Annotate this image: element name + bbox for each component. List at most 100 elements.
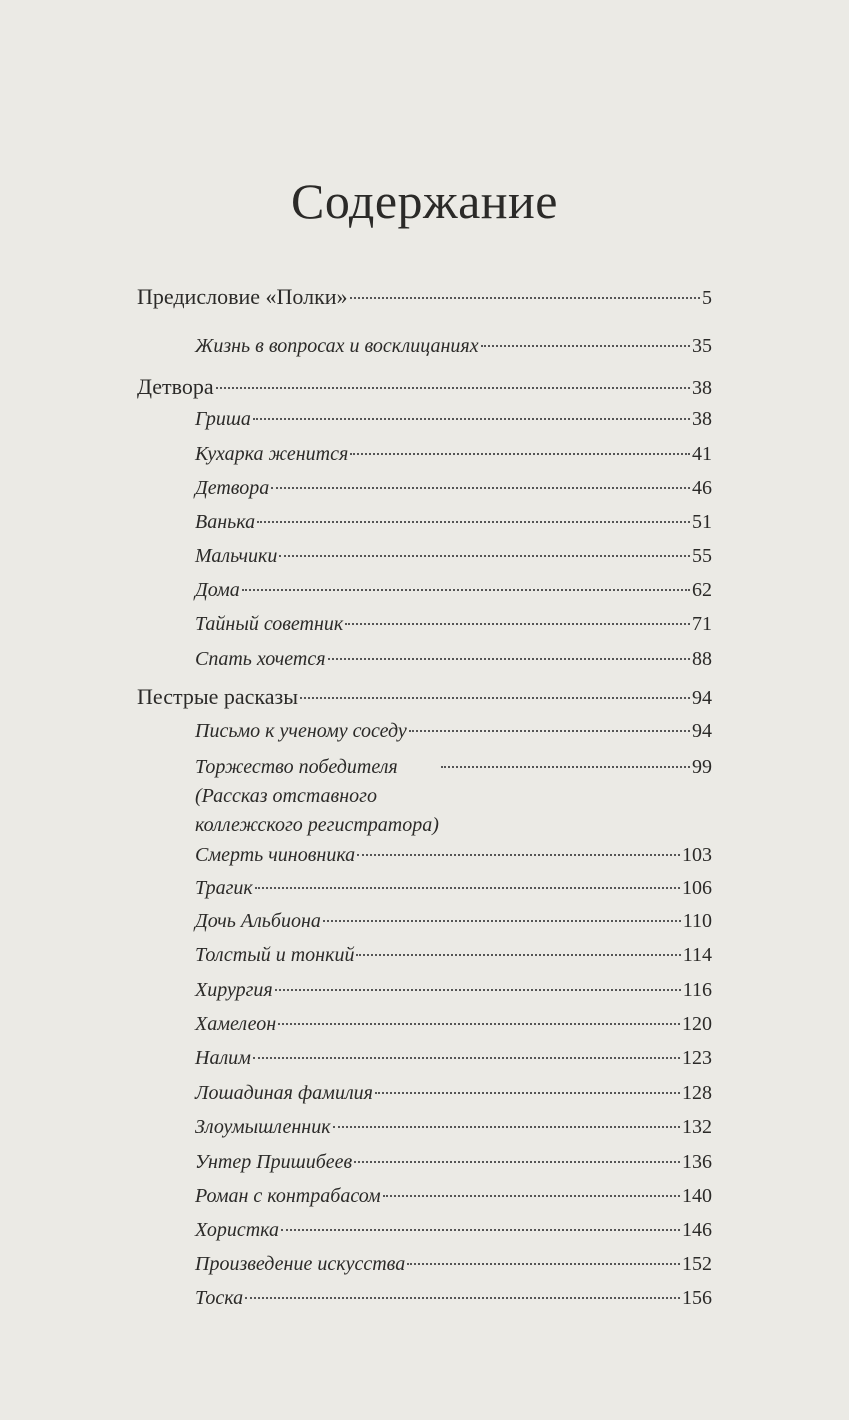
toc-entry-page: 51 [692,511,712,533]
toc-entry: Хамелеон 120 [195,1013,712,1036]
toc-entry-title: Хамелеон [195,1013,277,1035]
toc-entry-page: 152 [682,1253,712,1275]
dot-leader [245,1297,680,1299]
toc-entry-page: 35 [692,335,712,357]
dot-leader [278,1023,680,1025]
toc-entry: Хирургия 116 [195,979,712,1002]
dot-leader [356,954,681,956]
toc-entry: Тоска 156 [195,1287,712,1310]
dot-leader [215,387,690,389]
toc-entry-page: 123 [682,1047,712,1069]
toc-entry: Спать хочется 88 [195,648,712,671]
toc-entry-page: 94 [692,720,712,742]
toc-entry-page: 114 [682,944,712,966]
toc-entry: Ванька 51 [195,511,712,534]
dot-leader [327,658,690,660]
toc-entry-title: Ванька [195,511,256,533]
toc-entry: Лошадиная фамилия 128 [195,1082,712,1105]
toc-entry-title: Детвора [137,374,214,399]
dot-leader [407,1263,680,1265]
toc-entry-page: 5 [702,287,712,309]
dot-leader [345,623,690,625]
toc-entry: Кухарка женится 41 [195,443,712,466]
dot-leader [357,854,680,856]
toc-entry-title: Жизнь в вопросах и восклицаниях [195,335,479,357]
toc-entry-page: 110 [682,910,712,932]
dot-leader [252,418,690,420]
toc-entry-page: 46 [692,477,712,499]
toc-entry-page: 140 [682,1185,712,1207]
toc-entry-title: Злоумышленник [195,1116,331,1138]
toc-entry-title: Хористка [195,1219,279,1241]
toc-entry-title: Кухарка женится [195,443,349,465]
toc-entry-page: 99 [692,756,712,778]
toc-entry-page: 71 [692,613,712,635]
dot-leader [480,345,690,347]
toc-entry-page: 106 [682,877,712,899]
toc-entry-title: Спать хочется [195,648,326,670]
dot-leader [350,453,690,455]
dot-leader [281,1229,680,1231]
toc-entry-title: Лошадиная фамилия [195,1082,373,1104]
toc-entry: Налим 123 [195,1047,712,1070]
toc-entry: Детвора 46 [195,477,712,500]
toc-entry: Пестрые расказы 94 [137,684,712,710]
dot-leader [254,887,680,889]
toc-entry-title: Мальчики [195,545,278,567]
toc-entry-page: 55 [692,545,712,567]
dot-leader [440,766,690,768]
toc-entry-title: Дома [195,579,240,601]
toc-entry: Письмо к ученому соседу 94 [195,720,712,743]
toc-entry-page: 156 [682,1287,712,1309]
dot-leader [274,989,681,991]
toc-entry: Жизнь в вопросах и восклицаниях 35 [195,335,712,358]
toc-entry-page: 132 [682,1116,712,1138]
toc-entry: Дома 62 [195,579,712,602]
toc-entry: Тайный советник 71 [195,613,712,636]
page-title: Содержание [291,173,558,229]
toc-entry: Гриша 38 [195,408,712,431]
toc-entry-page: 41 [692,443,712,465]
toc-entry-title: Торжество победителя (Рассказ отставного… [195,756,439,836]
toc-entry-title: Налим [195,1047,251,1069]
toc-entry-page: 94 [692,687,712,709]
toc-entry-page: 103 [682,844,712,866]
dot-leader [349,297,700,299]
toc-entry-title: Роман с контрабасом [195,1185,381,1207]
toc-entry: Трагик 106 [195,877,712,900]
toc-entry-title: Смерть чиновника [195,844,356,866]
toc-entry: Хористка 146 [195,1219,712,1242]
dot-leader [322,920,681,922]
dot-leader [332,1126,680,1128]
dot-leader [300,697,690,699]
toc-entry: Унтер Пришибеев 136 [195,1151,712,1174]
toc-entry-title: Письмо к ученому соседу [195,720,407,742]
dot-leader [382,1195,680,1197]
toc-entry-page: 62 [692,579,712,601]
toc-entry-page: 38 [692,377,712,399]
toc-entry-title: Гриша [195,408,251,430]
toc-entry: Толстый и тонкий 114 [195,944,712,967]
dot-leader [279,555,690,557]
toc-entry-page: 116 [682,979,712,1001]
toc-entry-title: Унтер Пришибеев [195,1151,353,1173]
toc-entry-title: Хирургия [195,979,273,1001]
toc-entry: Роман с контрабасом 140 [195,1185,712,1208]
dot-leader [374,1092,680,1094]
toc-entry-page: 136 [682,1151,712,1173]
toc-entry: Смерть чиновника 103 [195,844,712,867]
toc-entry-title: Предисловие «Полки» [137,284,348,309]
dot-leader [241,589,690,591]
toc-entry: Произведение искусства 152 [195,1253,712,1276]
toc-entry-title: Трагик [195,877,253,899]
toc-entry-page: 120 [682,1013,712,1035]
dot-leader [271,487,690,489]
toc-entry: Торжество победителя (Рассказ отставного… [195,753,712,840]
toc-entry-page: 88 [692,648,712,670]
toc-entry: Дочь Альбиона 110 [195,910,712,933]
toc-entry-title: Дочь Альбиона [195,910,321,932]
toc-entry-title: Детвора [195,477,270,499]
toc-entry-title: Пестрые расказы [137,684,299,709]
toc-entry: Злоумышленник 132 [195,1116,712,1139]
toc-entry-page: 38 [692,408,712,430]
